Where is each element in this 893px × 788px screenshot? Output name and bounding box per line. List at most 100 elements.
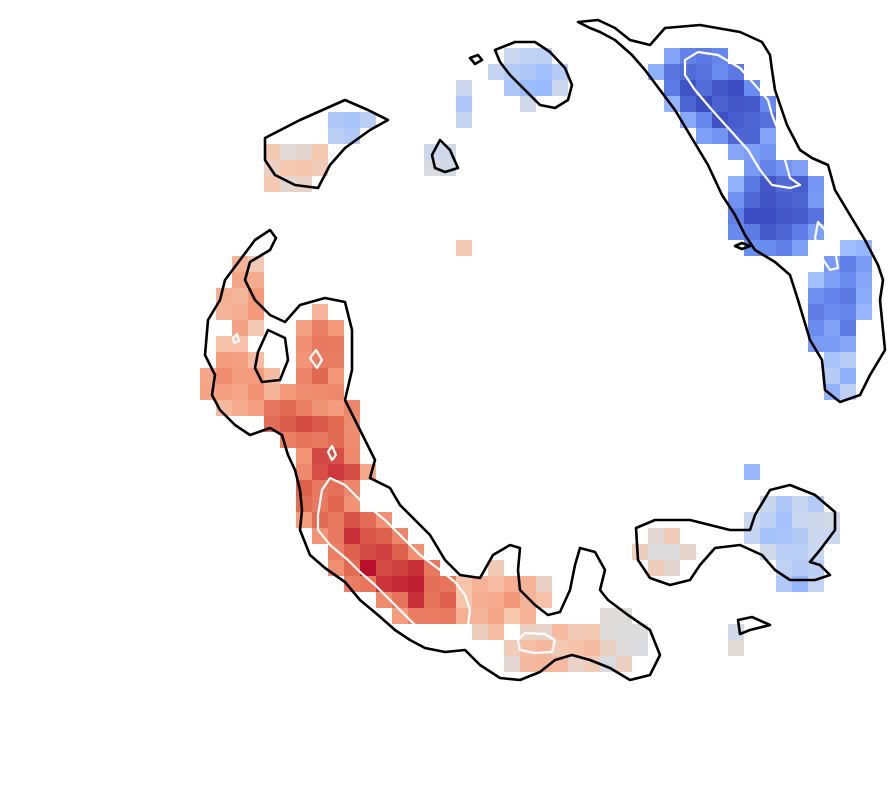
pixel-cell [520, 624, 536, 640]
pixel-cell [680, 544, 696, 560]
pixel-cell [792, 208, 808, 224]
pixel-cell [808, 496, 824, 512]
pixel-cell [520, 656, 536, 672]
pixel-cell [216, 336, 232, 352]
pixel-cell [312, 464, 328, 480]
pixel-cell [296, 400, 312, 416]
pixel-cell [328, 128, 344, 144]
pixel-cell [312, 320, 328, 336]
pixel-cell [744, 464, 760, 480]
pixel-cell [296, 464, 312, 480]
pixel-cell [808, 192, 824, 208]
pixel-cell [280, 400, 296, 416]
pixel-cell [328, 384, 344, 400]
pixel-cell [440, 608, 456, 624]
pixel-cell [840, 368, 856, 384]
pixel-cell [520, 608, 536, 624]
pixel-cell [440, 592, 456, 608]
pixel-cell [824, 336, 840, 352]
pixel-cell [328, 352, 344, 368]
pixel-cell [264, 400, 280, 416]
pixel-cell [328, 320, 344, 336]
pixel-cell [552, 624, 568, 640]
pixel-cell [296, 496, 312, 512]
pixel-cell [728, 144, 744, 160]
pixel-cell [552, 80, 568, 96]
pixel-cell [488, 576, 504, 592]
pixel-cell [696, 48, 712, 64]
pixel-cell [728, 640, 744, 656]
pixel-cell [232, 400, 248, 416]
pixel-cell [840, 272, 856, 288]
pixel-cell [328, 512, 344, 528]
pixel-cell [232, 304, 248, 320]
pixel-cell [744, 112, 760, 128]
pixel-cell [856, 288, 872, 304]
pixel-cell [344, 448, 360, 464]
pixel-cell [232, 320, 248, 336]
pixel-cell [456, 576, 472, 592]
pixel-cell [824, 320, 840, 336]
pixel-cell [712, 96, 728, 112]
pixel-cell [744, 208, 760, 224]
pixel-cell [504, 592, 520, 608]
pixel-cell [408, 576, 424, 592]
pixel-cell [824, 352, 840, 368]
pixel-cell [664, 560, 680, 576]
pixel-cell [712, 80, 728, 96]
pixel-cell [648, 528, 664, 544]
pixel-cell [600, 608, 616, 624]
pixel-cell [232, 384, 248, 400]
pixel-cell [344, 432, 360, 448]
pixel-cell [248, 320, 264, 336]
pixel-cell [632, 640, 648, 656]
pixel-cell [520, 48, 536, 64]
pixel-cell [296, 416, 312, 432]
pixel-cell [392, 544, 408, 560]
pixel-cell [376, 560, 392, 576]
pixel-cell [536, 592, 552, 608]
pixel-cell [568, 640, 584, 656]
pixel-cell [504, 48, 520, 64]
pixel-cell [296, 448, 312, 464]
pixel-cell [232, 288, 248, 304]
pixel-cell [696, 64, 712, 80]
pixel-cell [856, 304, 872, 320]
outer-contour [470, 55, 482, 64]
pixel-cell [616, 624, 632, 640]
pixel-cell [312, 304, 328, 320]
pixel-cell [296, 320, 312, 336]
pixel-cell [616, 640, 632, 656]
pixel-cell [456, 96, 472, 112]
pixel-cell [440, 576, 456, 592]
pixel-cell [744, 96, 760, 112]
pixel-cell [840, 288, 856, 304]
pixel-cell [424, 592, 440, 608]
pixel-cell [776, 528, 792, 544]
pixel-cell [296, 336, 312, 352]
pixel-cell [600, 624, 616, 640]
pixel-cell [696, 112, 712, 128]
pixel-cell [584, 640, 600, 656]
pixel-cell [328, 496, 344, 512]
pixel-cell [792, 560, 808, 576]
pixel-cell [824, 512, 840, 528]
pixel-cell [728, 176, 744, 192]
pixel-cell [296, 512, 312, 528]
pixel-cell [792, 240, 808, 256]
pixel-cell [328, 112, 344, 128]
pixel-cell [856, 256, 872, 272]
pixel-cell [472, 624, 488, 640]
pixel-cell [536, 576, 552, 592]
pixel-cell [664, 544, 680, 560]
pixel-cell [344, 464, 360, 480]
pixel-cell [312, 512, 328, 528]
pixel-cell [792, 528, 808, 544]
pixel-cell [728, 80, 744, 96]
pixel-cell [520, 592, 536, 608]
pixel-cell [456, 240, 472, 256]
pixel-cell [776, 512, 792, 528]
pixel-cell [536, 80, 552, 96]
pixel-cell [664, 528, 680, 544]
pixel-cell [344, 560, 360, 576]
